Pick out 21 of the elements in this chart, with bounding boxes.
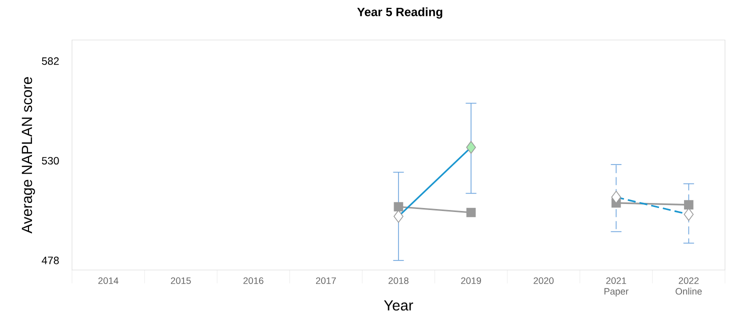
- y-tick-label: 582: [42, 57, 59, 65]
- point: [611, 190, 622, 204]
- x-tick-label: 2016: [243, 277, 264, 284]
- point: [684, 200, 694, 210]
- x-tick-label: 2022 Online: [676, 277, 702, 295]
- x-tick-label: 2021 Paper: [604, 277, 628, 297]
- x-tick-label: 2015: [170, 277, 191, 284]
- x-axis-title: Year: [384, 300, 414, 311]
- x-tick-label: 2014: [98, 277, 118, 284]
- x-tick-label: 2020: [534, 277, 554, 284]
- x-tick-label: 2017: [316, 277, 336, 284]
- point: [466, 208, 476, 218]
- x-tick-label: 2019: [461, 277, 481, 284]
- point: [684, 208, 694, 221]
- y-tick-label: 478: [42, 256, 59, 264]
- y-axis-title: Average NAPLAN score: [22, 77, 35, 234]
- chart-title: Year 5 Reading: [357, 7, 442, 19]
- y-tick-label: 530: [42, 156, 59, 165]
- point: [466, 140, 476, 154]
- x-tick-label: 2018: [388, 277, 408, 284]
- point: [394, 202, 404, 212]
